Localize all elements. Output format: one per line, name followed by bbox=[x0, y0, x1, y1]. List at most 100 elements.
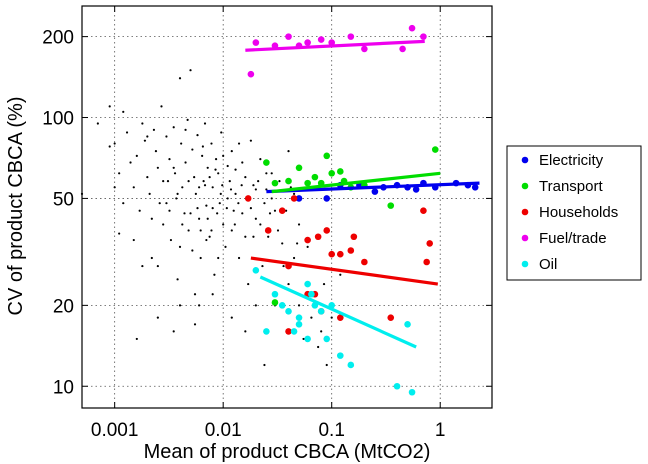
background-point bbox=[206, 166, 209, 169]
households-point bbox=[420, 207, 427, 215]
background-point bbox=[273, 209, 277, 212]
households-point bbox=[314, 233, 322, 241]
background-point bbox=[191, 249, 194, 252]
x-tick-label: 1 bbox=[435, 420, 446, 441]
fuel-trade-point bbox=[317, 36, 325, 43]
background-point bbox=[178, 77, 182, 80]
background-point bbox=[257, 179, 260, 183]
background-point bbox=[150, 256, 153, 260]
background-point bbox=[150, 217, 153, 220]
background-point bbox=[181, 223, 184, 226]
background-point bbox=[183, 212, 186, 215]
background-point bbox=[156, 316, 159, 319]
background-point bbox=[194, 192, 197, 195]
background-point bbox=[252, 184, 255, 187]
transport-point bbox=[263, 159, 270, 166]
background-point bbox=[317, 345, 320, 349]
background-point bbox=[287, 149, 290, 153]
background-point bbox=[267, 235, 270, 238]
background-point bbox=[297, 223, 301, 226]
oil-point bbox=[263, 328, 270, 335]
fuel-trade-point bbox=[408, 24, 416, 32]
legend-marker-transport bbox=[521, 182, 529, 190]
background-points bbox=[80, 69, 342, 367]
households-point bbox=[347, 247, 355, 254]
background-point bbox=[244, 176, 247, 179]
background-point bbox=[198, 217, 201, 220]
background-point bbox=[206, 217, 209, 220]
background-point bbox=[233, 223, 236, 226]
background-point bbox=[292, 192, 296, 195]
plot-background bbox=[82, 6, 492, 408]
oil-point bbox=[295, 321, 303, 328]
background-point bbox=[254, 304, 257, 307]
electricity-point bbox=[412, 186, 420, 193]
background-point bbox=[141, 264, 144, 268]
y-tick-label: 20 bbox=[53, 296, 74, 317]
background-point bbox=[201, 145, 204, 148]
background-point bbox=[160, 105, 163, 108]
background-point bbox=[125, 131, 129, 134]
fuel-trade-point bbox=[304, 39, 311, 46]
axis-ticks: 0.001 0.01 0.1 1 10 20 50 100 200 bbox=[42, 6, 492, 441]
background-point bbox=[241, 161, 244, 164]
background-point bbox=[249, 139, 252, 142]
households-point bbox=[304, 236, 311, 244]
fuel-trade-point bbox=[247, 70, 255, 78]
background-point bbox=[263, 363, 266, 367]
background-point bbox=[208, 176, 211, 179]
background-point bbox=[152, 128, 156, 131]
background-point bbox=[229, 188, 233, 191]
households-point bbox=[350, 233, 358, 241]
background-point bbox=[191, 148, 194, 151]
background-point bbox=[132, 186, 135, 189]
households-point bbox=[244, 195, 252, 202]
background-point bbox=[232, 209, 235, 212]
oil-point bbox=[304, 335, 311, 343]
background-point bbox=[199, 229, 202, 232]
background-point bbox=[218, 202, 221, 205]
background-point bbox=[234, 192, 237, 195]
background-point bbox=[175, 197, 178, 200]
background-point bbox=[113, 142, 116, 145]
background-point bbox=[158, 202, 161, 205]
background-point bbox=[156, 166, 159, 169]
background-point bbox=[176, 192, 179, 195]
background-point bbox=[285, 209, 288, 212]
background-point bbox=[292, 256, 296, 260]
fuel-trade-point bbox=[328, 39, 336, 46]
background-point bbox=[146, 176, 149, 179]
oil-point bbox=[278, 302, 286, 309]
background-point bbox=[270, 197, 273, 200]
fuel-trade-fit-line bbox=[245, 39, 425, 52]
background-point bbox=[325, 363, 328, 367]
plot-frame bbox=[81, 5, 493, 409]
households-point bbox=[426, 240, 434, 247]
background-point bbox=[270, 172, 273, 175]
background-point bbox=[141, 122, 144, 125]
background-point bbox=[210, 229, 213, 232]
background-point bbox=[211, 186, 214, 189]
grid bbox=[82, 6, 492, 408]
background-point bbox=[178, 304, 182, 307]
fuel-trade-point bbox=[420, 33, 427, 40]
background-point bbox=[196, 207, 199, 210]
background-point bbox=[186, 118, 189, 121]
background-point bbox=[261, 264, 264, 268]
background-point bbox=[148, 192, 151, 195]
background-point bbox=[122, 110, 125, 113]
background-point bbox=[210, 142, 213, 145]
background-point bbox=[187, 179, 190, 183]
background-point bbox=[202, 179, 205, 183]
y-tick-label: 200 bbox=[42, 28, 74, 49]
background-point bbox=[230, 149, 233, 153]
oil-point bbox=[295, 314, 303, 321]
households-point bbox=[387, 314, 395, 321]
background-point bbox=[168, 209, 171, 212]
background-point bbox=[278, 179, 281, 183]
legend: Electricity Transport Households Fuel/trade… bbox=[506, 145, 642, 281]
households-point bbox=[361, 258, 368, 266]
oil-point bbox=[393, 382, 401, 390]
background-point bbox=[237, 202, 240, 205]
